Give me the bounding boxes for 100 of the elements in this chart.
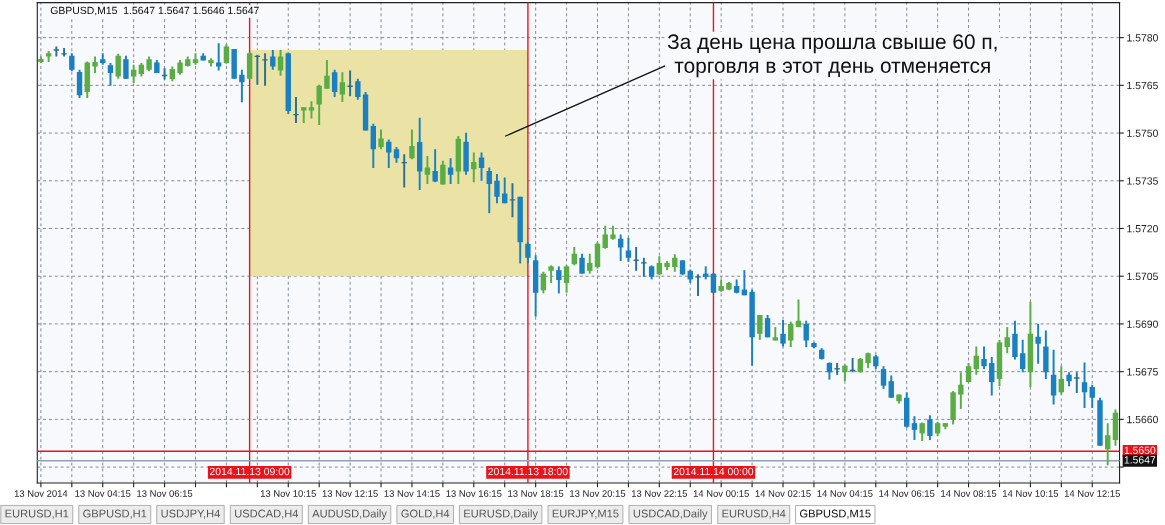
candlestick xyxy=(1058,365,1065,396)
candlestick xyxy=(556,265,562,295)
x-tick-label: 14 Nov 04:15 xyxy=(817,490,873,497)
x-tick-label: 13 Nov 22:15 xyxy=(631,490,688,497)
candlestick xyxy=(911,415,918,442)
candlestick xyxy=(694,273,702,297)
candlestick xyxy=(76,68,83,100)
candlestick xyxy=(239,68,245,104)
x-tick-label: 13 Nov 12:15 xyxy=(322,490,378,497)
y-tick-label: 1.5765 xyxy=(1127,81,1158,90)
candlestick xyxy=(981,345,987,371)
candlestick xyxy=(625,236,632,263)
candlestick xyxy=(973,345,979,376)
x-tick-label: 14 Nov 08:15 xyxy=(941,490,997,497)
y-tick-label: 1.5675 xyxy=(1127,368,1158,376)
text: GBPUSD,H1 xyxy=(83,509,147,519)
candlestick xyxy=(888,374,894,399)
y-tick-label: 1.5690 xyxy=(1127,320,1158,328)
candlestick xyxy=(409,128,415,161)
candlestick xyxy=(115,52,121,80)
candlestick xyxy=(594,241,601,270)
candlestick xyxy=(1019,338,1026,374)
x-tick-label: 13 Nov 20:15 xyxy=(570,490,626,497)
x-tick-label: 14 Nov 10:15 xyxy=(1003,490,1059,497)
candlestick xyxy=(927,414,933,442)
x-tick-label: 13 Nov 16:15 xyxy=(446,490,502,497)
ref-line-label: 1.5647 xyxy=(1124,456,1156,464)
candlestick xyxy=(1089,383,1095,409)
candlestick xyxy=(123,54,129,80)
ref-line-label: 2014.11.13 09:00 xyxy=(209,467,290,476)
y-tick-label: 1.5780 xyxy=(1127,34,1158,42)
text: USDJPY,H4 xyxy=(161,509,220,519)
text: GBPUSD,M15 xyxy=(800,509,871,519)
text: EURUSD,H4 xyxy=(722,509,786,519)
candlestick xyxy=(471,151,477,184)
ref-line-label: 2014.11.13 18:00 xyxy=(488,467,568,476)
candlestick xyxy=(277,49,284,77)
candlestick xyxy=(640,256,648,278)
candlestick xyxy=(1004,326,1010,355)
candlestick xyxy=(447,157,454,185)
x-tick-label: 14 Nov 12:15 xyxy=(1064,490,1120,497)
chart-title: GBPUSD,M15 1.5647 1.5647 1.5646 1.5647 xyxy=(50,6,259,16)
candlestick xyxy=(509,182,516,219)
y-tick-label: 1.5735 xyxy=(1127,177,1158,185)
candlestick xyxy=(261,52,269,87)
candlestick xyxy=(1081,361,1088,409)
candlestick xyxy=(958,371,964,410)
candlestick xyxy=(324,58,330,90)
x-tick-label: 13 Nov 10:15 xyxy=(260,490,316,497)
candlestick xyxy=(525,241,531,265)
candlestick xyxy=(989,356,995,397)
text: USDCAD,H4 xyxy=(235,509,299,519)
candlestick xyxy=(378,128,384,151)
candlestick xyxy=(780,319,786,348)
candlestick xyxy=(579,252,585,275)
x-tick-label: 13 Nov 14:15 xyxy=(384,490,440,497)
candlestick xyxy=(1012,319,1018,361)
ref-line-label: 1.5650 xyxy=(1124,446,1156,454)
y-tick-label: 1.5660 xyxy=(1127,415,1158,424)
candlestick xyxy=(563,264,570,294)
text: AUDUSD,Daily xyxy=(312,509,387,520)
candlestick xyxy=(440,159,446,186)
text: GOLD,H4 xyxy=(401,509,450,519)
candlestick xyxy=(494,173,500,205)
candlestick xyxy=(1073,371,1081,394)
candlestick xyxy=(424,154,431,185)
text: EURUSD,Daily xyxy=(464,509,538,520)
y-tick-label: 1.5750 xyxy=(1127,129,1158,137)
text: EURJPY,M15 xyxy=(552,509,619,519)
candlestick xyxy=(1035,322,1041,365)
candlestick xyxy=(757,314,763,341)
candlestick xyxy=(270,49,276,71)
y-tick-label: 1.5720 xyxy=(1127,225,1158,233)
candlestick xyxy=(107,62,114,87)
x-tick-label: 13 Nov 06:15 xyxy=(137,490,193,497)
x-tick-label: 14 Nov 06:15 xyxy=(879,490,935,497)
x-tick-label: 13 Nov 2014 xyxy=(14,490,68,497)
candlestick xyxy=(69,52,75,73)
candlestick xyxy=(587,252,593,275)
x-tick-label: 14 Nov 00:15 xyxy=(693,490,749,497)
candlestick xyxy=(432,148,438,184)
annotation: За день цена прошла свыше 60 п, торговля в этот день отменяется xyxy=(667,34,997,78)
text: EURUSD,H1 xyxy=(5,509,69,519)
candlestick xyxy=(617,233,624,262)
candlestick xyxy=(331,68,338,99)
x-tick-label: 13 Nov 18:15 xyxy=(508,490,564,497)
x-tick-label: 13 Nov 04:15 xyxy=(75,490,131,497)
candlestick xyxy=(355,77,361,101)
candlestick xyxy=(880,365,887,390)
candlestick xyxy=(316,83,322,127)
x-tick-label: 14 Nov 02:15 xyxy=(755,490,811,497)
candlestick xyxy=(1105,422,1111,467)
candlestick xyxy=(602,224,608,250)
candlestick xyxy=(1050,348,1057,406)
candlestick xyxy=(370,122,377,170)
candlestick xyxy=(215,42,222,72)
candlestick xyxy=(486,166,492,215)
ref-line-label: 2014.11.14 00:00 xyxy=(673,467,754,476)
y-tick-label: 1.5705 xyxy=(1127,272,1158,281)
text: USDCAD,Daily xyxy=(633,509,708,520)
